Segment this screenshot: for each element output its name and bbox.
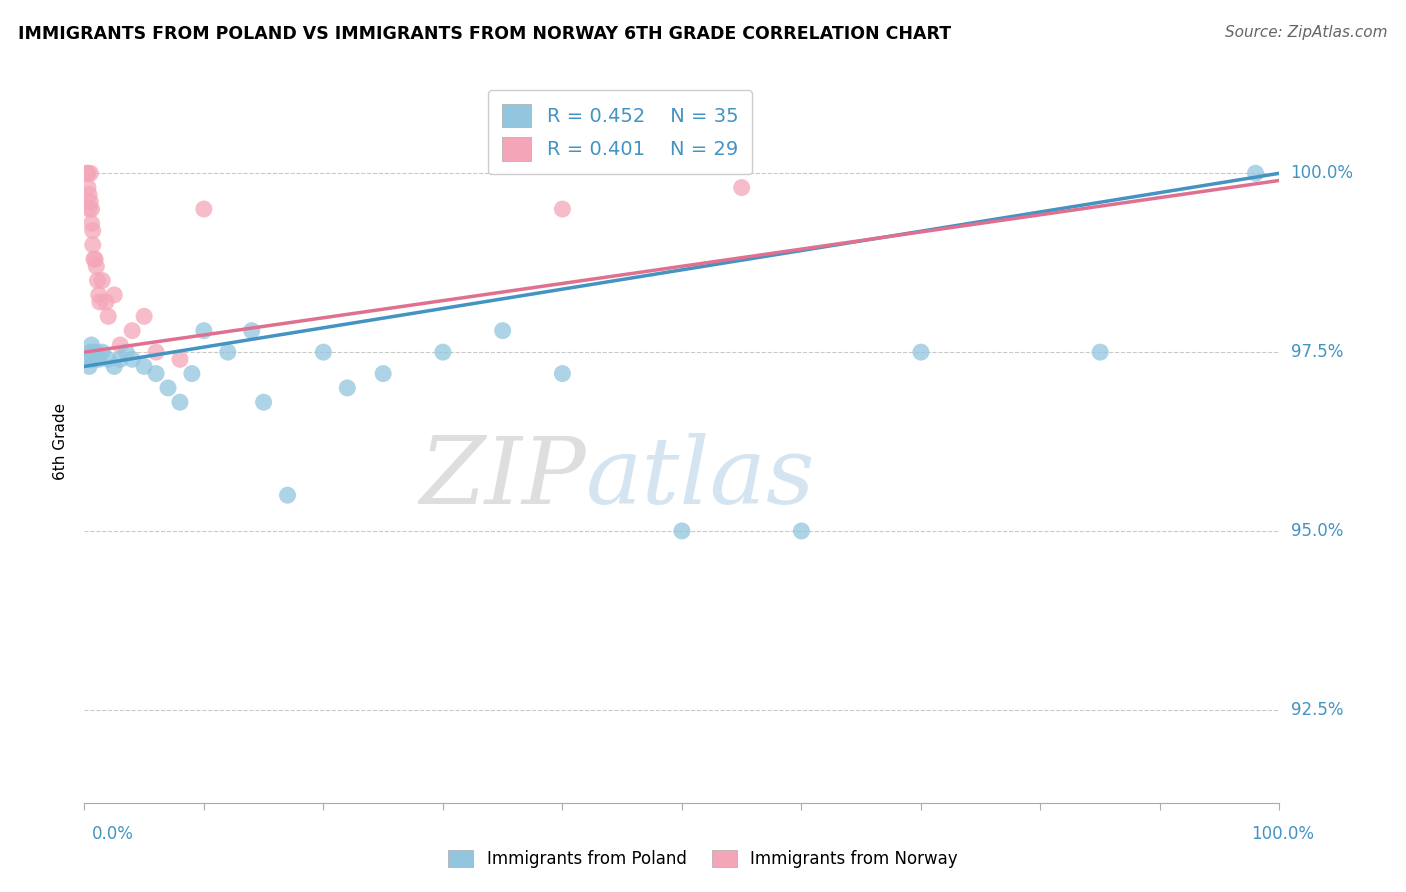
Point xyxy=(97,352,120,367)
Point xyxy=(77,352,100,367)
Point xyxy=(82,237,104,252)
Point xyxy=(80,216,103,230)
Point xyxy=(790,524,813,538)
Text: 95.0%: 95.0% xyxy=(1291,522,1343,540)
Point xyxy=(132,310,156,324)
Text: 97.5%: 97.5% xyxy=(1291,343,1343,361)
Point xyxy=(193,324,215,338)
Point xyxy=(86,345,108,359)
Point xyxy=(432,345,454,359)
Point xyxy=(373,367,395,381)
Point xyxy=(87,352,110,367)
Point xyxy=(731,180,754,194)
Point xyxy=(87,288,110,302)
Y-axis label: 6th Grade: 6th Grade xyxy=(52,403,67,480)
Point xyxy=(83,345,105,359)
Point xyxy=(86,260,108,274)
Legend: R = 0.452    N = 35, R = 0.401    N = 29: R = 0.452 N = 35, R = 0.401 N = 29 xyxy=(488,90,752,175)
Point xyxy=(145,345,167,359)
Point xyxy=(551,202,574,216)
Point xyxy=(77,166,100,180)
Point xyxy=(671,524,693,538)
Point xyxy=(551,367,574,381)
Text: 100.0%: 100.0% xyxy=(1291,164,1354,182)
Point xyxy=(110,338,132,352)
Text: ZIP: ZIP xyxy=(419,433,586,523)
Point xyxy=(181,367,204,381)
Point xyxy=(217,345,239,359)
Point xyxy=(312,345,335,359)
Point xyxy=(103,288,125,302)
Text: atlas: atlas xyxy=(586,433,815,523)
Point xyxy=(82,223,104,237)
Point xyxy=(91,345,114,359)
Text: IMMIGRANTS FROM POLAND VS IMMIGRANTS FROM NORWAY 6TH GRADE CORRELATION CHART: IMMIGRANTS FROM POLAND VS IMMIGRANTS FRO… xyxy=(18,25,952,43)
Point xyxy=(1090,345,1112,359)
Text: 0.0%: 0.0% xyxy=(91,825,134,843)
Point xyxy=(77,202,100,216)
Point xyxy=(77,359,100,374)
Point xyxy=(83,252,105,266)
Point xyxy=(492,324,515,338)
Point xyxy=(336,381,359,395)
Text: 92.5%: 92.5% xyxy=(1291,701,1343,719)
Point xyxy=(84,252,107,266)
Point xyxy=(121,324,143,338)
Point xyxy=(193,202,215,216)
Point xyxy=(79,345,101,359)
Point xyxy=(253,395,276,409)
Point xyxy=(277,488,299,502)
Point xyxy=(157,381,180,395)
Point xyxy=(79,166,101,180)
Point xyxy=(115,345,138,359)
Point xyxy=(910,345,932,359)
Point xyxy=(79,194,101,209)
Point xyxy=(91,274,114,288)
Point xyxy=(132,359,156,374)
Point xyxy=(80,202,103,216)
Point xyxy=(76,166,98,180)
Point xyxy=(94,295,117,310)
Point xyxy=(103,359,125,374)
Point xyxy=(1244,166,1267,180)
Text: 100.0%: 100.0% xyxy=(1251,825,1315,843)
Point xyxy=(80,338,103,352)
Point xyxy=(77,187,100,202)
Point xyxy=(97,310,120,324)
Point xyxy=(82,352,104,367)
Point xyxy=(86,274,108,288)
Point xyxy=(145,367,167,381)
Point xyxy=(240,324,263,338)
Text: Source: ZipAtlas.com: Source: ZipAtlas.com xyxy=(1225,25,1388,40)
Point xyxy=(89,295,111,310)
Point xyxy=(169,352,191,367)
Point xyxy=(121,352,143,367)
Point xyxy=(110,352,132,367)
Point xyxy=(169,395,191,409)
Point xyxy=(77,180,100,194)
Legend: Immigrants from Poland, Immigrants from Norway: Immigrants from Poland, Immigrants from … xyxy=(441,843,965,875)
